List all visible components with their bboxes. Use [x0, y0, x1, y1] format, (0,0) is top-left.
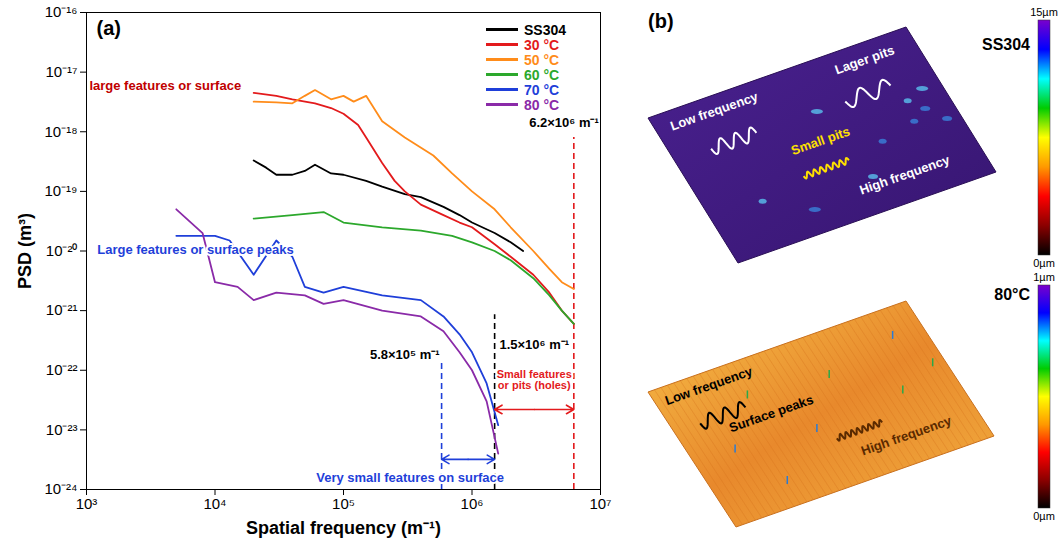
svg-text:10⁻¹⁸: 10⁻¹⁸: [44, 123, 77, 140]
svg-text:50 °C: 50 °C: [524, 52, 559, 68]
svg-text:10⁻²⁴: 10⁻²⁴: [44, 480, 77, 497]
svg-text:6.2×10⁶ m⁻¹: 6.2×10⁶ m⁻¹: [529, 115, 599, 130]
svg-text:(b): (b): [648, 10, 674, 32]
svg-text:Surface peaks: Surface peaks: [727, 392, 815, 435]
svg-text:PSD (m³): PSD (m³): [15, 213, 35, 289]
svg-text:5.8×10⁵ m⁻¹: 5.8×10⁵ m⁻¹: [370, 347, 440, 362]
svg-text:10⁵: 10⁵: [332, 495, 355, 512]
svg-text:30 °C: 30 °C: [524, 37, 559, 53]
svg-text:1µm: 1µm: [1033, 271, 1055, 283]
svg-text:Low frequency: Low frequency: [663, 363, 755, 408]
svg-text:10⁻¹⁷: 10⁻¹⁷: [45, 63, 77, 80]
svg-text:Large features or surface peak: Large features or surface peaks: [97, 242, 294, 257]
svg-text:10⁻²¹: 10⁻²¹: [46, 301, 78, 318]
svg-text:80°C: 80°C: [994, 286, 1030, 303]
svg-text:10⁻¹⁶: 10⁻¹⁶: [45, 3, 78, 20]
svg-text:Spatial frequency (m⁻¹): Spatial frequency (m⁻¹): [246, 518, 441, 538]
svg-text:Lager pits: Lager pits: [833, 42, 897, 77]
svg-text:Small featuresor pits (holes): Small featuresor pits (holes): [497, 368, 572, 391]
svg-text:large features or surface: large features or surface: [89, 78, 241, 93]
svg-text:10⁻²²: 10⁻²²: [46, 361, 78, 378]
svg-text:Very small features on surface: Very small features on surface: [316, 469, 504, 484]
svg-text:70 °C: 70 °C: [524, 82, 559, 98]
svg-text:10⁻²³: 10⁻²³: [46, 421, 78, 438]
svg-text:15µm: 15µm: [1030, 6, 1058, 18]
svg-text:80 °C: 80 °C: [524, 97, 559, 113]
svg-text:60 °C: 60 °C: [524, 67, 559, 83]
svg-text:SS304: SS304: [524, 22, 566, 38]
svg-text:High frequency: High frequency: [857, 152, 952, 198]
svg-text:10⁷: 10⁷: [589, 495, 611, 512]
svg-text:10⁻²⁰: 10⁻²⁰: [46, 242, 78, 259]
svg-text:SS304: SS304: [982, 36, 1030, 53]
svg-text:10⁴: 10⁴: [203, 495, 226, 512]
svg-text:Small pits: Small pits: [789, 123, 852, 158]
svg-text:1.5×10⁶ m⁻¹: 1.5×10⁶ m⁻¹: [499, 337, 569, 352]
svg-text:10⁶: 10⁶: [461, 495, 484, 512]
svg-text:High frequency: High frequency: [859, 413, 954, 459]
svg-text:10³: 10³: [76, 495, 98, 512]
svg-text:0µm: 0µm: [1033, 257, 1055, 269]
svg-text:(a): (a): [97, 17, 121, 39]
svg-text:10⁻¹⁹: 10⁻¹⁹: [44, 182, 77, 199]
svg-text:0µm: 0µm: [1033, 510, 1055, 522]
svg-text:Low frequency: Low frequency: [668, 89, 760, 134]
